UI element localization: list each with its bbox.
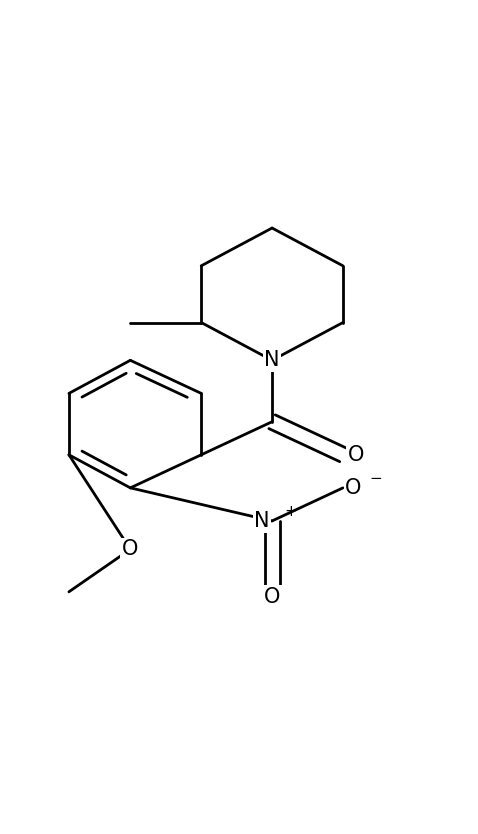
Text: O: O bbox=[348, 445, 364, 465]
Text: N: N bbox=[264, 350, 280, 370]
Text: O: O bbox=[122, 540, 139, 560]
Text: O: O bbox=[264, 586, 280, 606]
Text: +: + bbox=[284, 504, 297, 519]
Text: −: − bbox=[369, 471, 381, 486]
Text: N: N bbox=[254, 511, 270, 531]
Text: O: O bbox=[345, 478, 362, 498]
